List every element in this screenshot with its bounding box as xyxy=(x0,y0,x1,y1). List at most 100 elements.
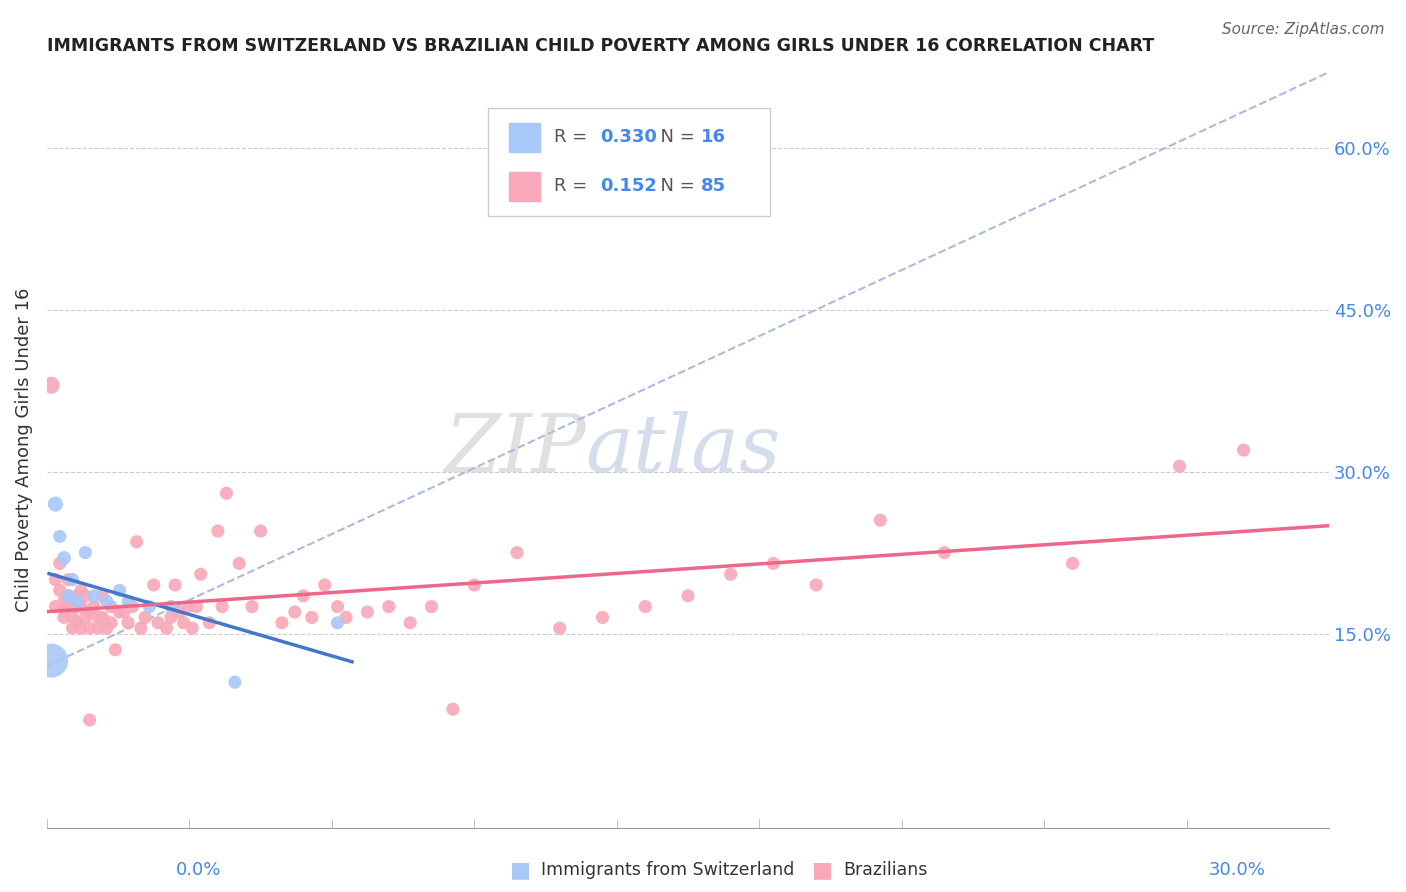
Point xyxy=(125,534,148,549)
Point xyxy=(463,578,485,592)
Text: N =: N = xyxy=(650,128,700,146)
Point xyxy=(326,599,349,614)
Text: ■: ■ xyxy=(510,860,530,880)
Point xyxy=(240,599,263,614)
Point xyxy=(335,610,357,624)
Point xyxy=(48,583,70,598)
Text: R =: R = xyxy=(554,178,592,195)
Point xyxy=(129,621,152,635)
Point xyxy=(378,599,401,614)
Point xyxy=(934,546,956,560)
Point xyxy=(186,599,208,614)
Text: R =: R = xyxy=(554,128,592,146)
Point xyxy=(159,599,181,614)
Point xyxy=(58,589,80,603)
Point xyxy=(190,567,212,582)
Point xyxy=(215,486,238,500)
Point xyxy=(58,589,80,603)
Point xyxy=(48,557,70,571)
Point xyxy=(104,642,127,657)
Point xyxy=(91,610,114,624)
Point xyxy=(100,599,122,614)
Point xyxy=(284,605,307,619)
Point xyxy=(198,615,221,630)
Point xyxy=(39,378,62,392)
Point xyxy=(70,583,93,598)
Point xyxy=(224,675,246,690)
Point xyxy=(58,599,80,614)
Point xyxy=(1232,443,1254,458)
Point xyxy=(177,599,200,614)
Point xyxy=(121,599,143,614)
Point xyxy=(720,567,742,582)
Point xyxy=(96,594,118,608)
Point xyxy=(441,702,464,716)
Point xyxy=(112,605,135,619)
Point xyxy=(44,573,66,587)
Text: atlas: atlas xyxy=(585,411,780,489)
Point xyxy=(108,583,131,598)
Point xyxy=(70,599,93,614)
Point xyxy=(292,589,315,603)
Point xyxy=(44,599,66,614)
Text: ZIP: ZIP xyxy=(444,411,585,489)
Point xyxy=(207,524,229,538)
Point xyxy=(420,599,443,614)
Point xyxy=(100,615,122,630)
Point xyxy=(173,615,195,630)
Point xyxy=(53,610,76,624)
Point xyxy=(117,594,139,608)
Point xyxy=(676,589,699,603)
Point xyxy=(326,615,349,630)
Text: N =: N = xyxy=(650,178,700,195)
Point xyxy=(70,621,93,635)
Point xyxy=(79,605,101,619)
Point xyxy=(249,524,271,538)
Point xyxy=(634,599,657,614)
FancyBboxPatch shape xyxy=(509,172,540,202)
Point xyxy=(1168,459,1191,474)
Point xyxy=(314,578,336,592)
Point xyxy=(87,610,110,624)
Point xyxy=(79,621,101,635)
Point xyxy=(211,599,233,614)
Point xyxy=(142,578,165,592)
Y-axis label: Child Poverty Among Girls Under 16: Child Poverty Among Girls Under 16 xyxy=(15,288,32,612)
Point xyxy=(62,573,84,587)
Point xyxy=(91,589,114,603)
Point xyxy=(87,621,110,635)
Point xyxy=(75,610,97,624)
Point xyxy=(169,605,191,619)
Point xyxy=(159,610,181,624)
Point xyxy=(62,621,84,635)
Point xyxy=(39,654,62,668)
Text: ■: ■ xyxy=(813,860,832,880)
Point xyxy=(53,551,76,566)
Point xyxy=(592,610,614,624)
Point xyxy=(79,713,101,727)
Point xyxy=(66,589,89,603)
Text: 0.0%: 0.0% xyxy=(176,861,221,879)
Point xyxy=(75,546,97,560)
Point xyxy=(146,615,169,630)
Text: Source: ZipAtlas.com: Source: ZipAtlas.com xyxy=(1222,22,1385,37)
Text: 0.330: 0.330 xyxy=(600,128,657,146)
Point xyxy=(62,610,84,624)
Text: Brazilians: Brazilians xyxy=(844,861,928,879)
Point xyxy=(155,621,177,635)
Point xyxy=(506,546,529,560)
Point xyxy=(1062,557,1084,571)
Point xyxy=(165,578,187,592)
Point xyxy=(762,557,785,571)
Point xyxy=(181,621,204,635)
Text: 30.0%: 30.0% xyxy=(1209,861,1265,879)
FancyBboxPatch shape xyxy=(509,122,540,152)
Point xyxy=(75,589,97,603)
Point xyxy=(804,578,827,592)
Point xyxy=(399,615,422,630)
Point xyxy=(58,573,80,587)
Text: 16: 16 xyxy=(702,128,727,146)
Text: Immigrants from Switzerland: Immigrants from Switzerland xyxy=(541,861,794,879)
Point xyxy=(548,621,571,635)
Point xyxy=(44,497,66,511)
